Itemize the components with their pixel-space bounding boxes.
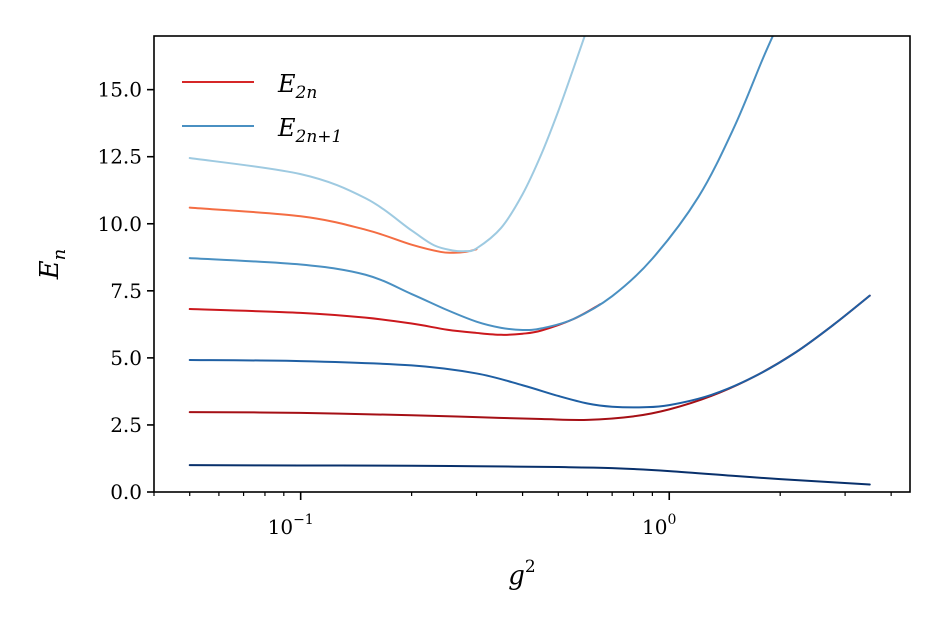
series-line-4 [188,36,774,332]
x-axis-ticks [153,492,892,500]
y-axis-ticks [147,88,154,493]
y-tick-label-0: 0.0 [110,480,142,504]
series-line-0 [188,464,871,486]
legend-label-odd: E2n+1 [277,114,342,147]
x-axis-label: g2 [508,557,535,591]
series-layer [188,36,871,486]
y-axis-label-sub: n [49,249,70,261]
legend: E2n E2n+1 [182,70,342,147]
y-axis-label: En [35,249,70,281]
y-axis-tick-labels: 0.0 2.5 5.0 7.5 10.0 12.5 15.0 [97,78,142,504]
series-line-6 [188,36,586,253]
y-tick-label-6: 15.0 [97,78,142,102]
x-axis-label-sup: 2 [525,557,536,577]
y-tick-label-3: 7.5 [110,279,142,303]
x-axis-tick-labels: 10−1 100 [268,512,677,539]
y-tick-label-4: 10.0 [97,212,142,236]
y-tick-label-1: 2.5 [110,413,142,437]
y-tick-label-2: 5.0 [110,346,142,370]
series-line-3 [188,303,602,336]
legend-label-even: E2n [277,70,317,103]
x-tick-label-1: 100 [642,512,676,539]
x-tick-label-0: 10−1 [268,512,314,539]
series-line-2 [188,294,871,409]
series-line-1 [188,294,871,421]
plot-frame [153,35,911,493]
y-tick-label-5: 12.5 [97,145,142,169]
